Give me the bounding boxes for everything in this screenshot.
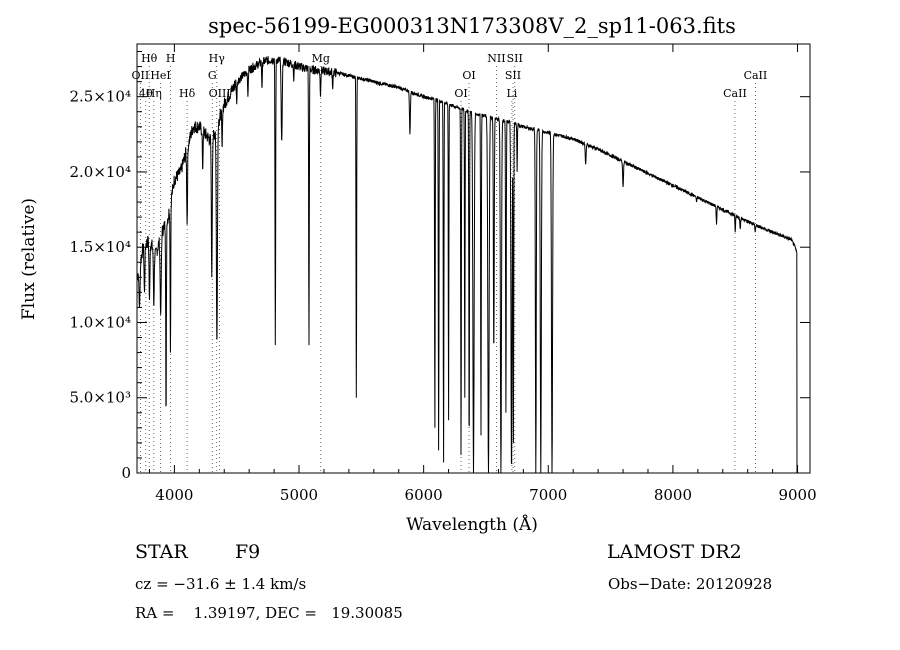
marker-label: OII bbox=[132, 69, 150, 82]
coordinates: RA = 1.39197, DEC = 19.30085 bbox=[135, 604, 403, 622]
y-axis-ticks: 0 5.0×10³ 1.0×10⁴ 1.5×10⁴ 2.0×10⁴ 2.5×10⁴ bbox=[69, 51, 810, 482]
y-tick-label: 0 bbox=[121, 464, 131, 482]
x-tick-label: 6000 bbox=[405, 486, 443, 504]
marker-label: OIII bbox=[209, 87, 231, 100]
line-markers: OII40HθHηHeIHHδGHγOIIIMgOIOINIILiSIISIIC… bbox=[132, 52, 768, 473]
x-tick-label: 9000 bbox=[778, 486, 816, 504]
y-tick-label: 1.0×10⁴ bbox=[69, 313, 131, 331]
marker-label: Li bbox=[506, 87, 517, 100]
x-tick-label: 8000 bbox=[654, 486, 692, 504]
marker-label: OI bbox=[462, 69, 475, 82]
redshift-velocity: cz = −31.6 ± 1.4 km/s bbox=[135, 575, 307, 593]
spectrum-line bbox=[136, 56, 798, 474]
marker-label: OI bbox=[454, 87, 467, 100]
marker-label: Hθ bbox=[141, 52, 158, 65]
marker-label: Hδ bbox=[179, 87, 196, 100]
marker-label: HeI bbox=[150, 69, 170, 82]
y-tick-label: 5.0×10³ bbox=[69, 389, 131, 407]
y-tick-label: 1.5×10⁴ bbox=[69, 238, 131, 256]
x-axis-ticks: 4000 5000 6000 7000 8000 9000 bbox=[148, 44, 817, 504]
marker-label: Hγ bbox=[209, 52, 226, 65]
y-tick-label: 2.0×10⁴ bbox=[69, 163, 131, 181]
x-tick-label: 4000 bbox=[155, 486, 193, 504]
x-axis-label: Wavelength (Å) bbox=[406, 514, 538, 535]
observation-date: Obs−Date: 20120928 bbox=[608, 575, 773, 593]
marker-label: SII bbox=[505, 69, 521, 82]
y-tick-label: 2.5×10⁴ bbox=[69, 88, 131, 106]
x-tick-label: 5000 bbox=[280, 486, 318, 504]
survey-name: LAMOST DR2 bbox=[607, 541, 742, 563]
marker-label: Hη bbox=[146, 87, 162, 100]
marker-label: CaII bbox=[723, 87, 747, 100]
marker-label: SII bbox=[507, 52, 523, 65]
chart-title: spec-56199-EG000313N173308V_2_sp11-063.f… bbox=[208, 14, 736, 38]
marker-label: CaII bbox=[744, 69, 768, 82]
spectral-subclass: F9 bbox=[235, 541, 261, 563]
marker-label: NII bbox=[487, 52, 505, 65]
x-tick-label: 7000 bbox=[529, 486, 567, 504]
marker-label: Mg bbox=[312, 52, 330, 65]
y-axis-label: Flux (relative) bbox=[19, 198, 39, 320]
object-type: STAR bbox=[135, 541, 188, 563]
marker-label: H bbox=[166, 52, 176, 65]
marker-label: G bbox=[208, 69, 217, 82]
